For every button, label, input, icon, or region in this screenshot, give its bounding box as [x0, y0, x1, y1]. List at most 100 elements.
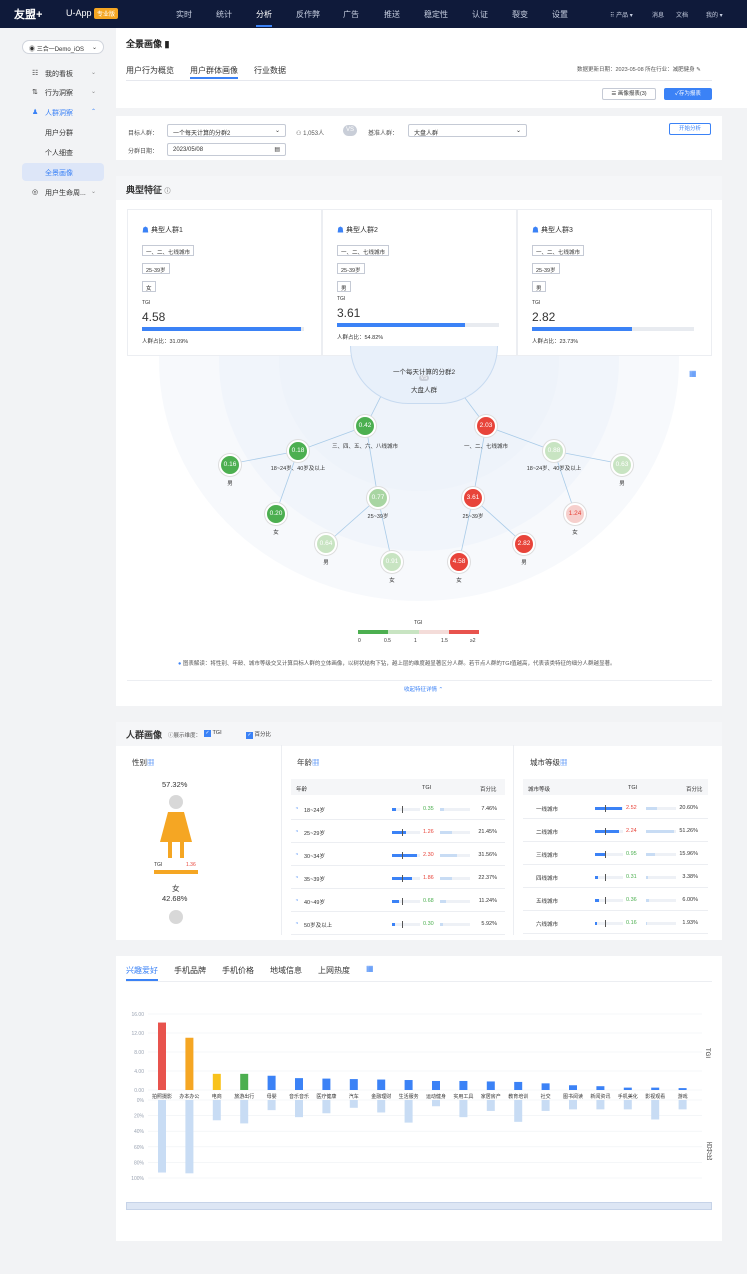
sidebar-item-panorama[interactable]: 全景画像 — [22, 163, 104, 181]
nav-ads[interactable]: 广告 — [343, 10, 359, 19]
tree-node[interactable]: 0.16 — [219, 454, 241, 476]
tree-node[interactable]: 0.63 — [611, 454, 633, 476]
umeng-logo[interactable]: 友盟+ — [14, 9, 43, 21]
tree-node[interactable]: 1.24 — [564, 503, 586, 525]
nav-analysis[interactable]: 分析 — [256, 10, 272, 19]
tree-node[interactable]: 2.03 — [475, 415, 497, 437]
tab-industry-data[interactable]: 行业数据 — [254, 66, 286, 75]
nav-stability[interactable]: 稳定性 — [424, 10, 448, 19]
pct-bar — [646, 853, 655, 856]
bookmark-icon[interactable]: ▮ — [164, 39, 170, 49]
tree-node[interactable]: 0.88 — [543, 440, 565, 462]
pie-icon: ◔ — [295, 806, 299, 812]
group-3-share: 人群占比：23.73% — [532, 339, 579, 345]
percent-checkbox[interactable]: ✓ 百分比 — [246, 732, 272, 739]
tree-node[interactable]: 0.42 — [354, 415, 376, 437]
x-tick-label: 生活服务 — [399, 1093, 419, 1100]
start-analysis-button[interactable]: 开始分析 — [669, 123, 711, 135]
tree-node[interactable]: 0.20 — [265, 503, 287, 525]
row-divider — [523, 910, 708, 911]
x-tick-label: 旅游出行 — [234, 1093, 254, 1100]
group-2-tgi: 3.61 — [337, 306, 361, 320]
table-view-icon[interactable]: ▦ — [366, 964, 374, 973]
base-select[interactable]: 大盘人群 ⌄ — [408, 124, 527, 137]
sidebar-item-behavior[interactable]: ⇅ 行为洞察 ⌄ — [32, 89, 96, 97]
row-tgi: 0.31 — [626, 874, 637, 880]
nav-anticheat[interactable]: 反作弊 — [296, 10, 320, 19]
tree-node[interactable]: 3.61 — [462, 487, 484, 509]
nav-push[interactable]: 推送 — [384, 10, 400, 19]
nav-auth[interactable]: 认证 — [472, 10, 488, 19]
calendar-icon: ▤ — [274, 147, 280, 153]
city-title: 城市等级▦ — [530, 758, 568, 767]
tgi-bar — [392, 854, 417, 857]
pct-bar — [185, 1100, 194, 1174]
chevron-up-icon: ⌃ — [90, 109, 96, 115]
tag-age: 25-39岁 — [142, 263, 170, 274]
nav-realtime[interactable]: 实时 — [176, 10, 192, 19]
tree-node[interactable]: 4.58 — [448, 551, 470, 573]
tgi-bar — [240, 1073, 249, 1090]
tree-node[interactable]: 0.64 — [315, 533, 337, 555]
row-divider — [291, 934, 505, 935]
target-select[interactable]: 一个每天计算的分群2 ⌄ — [167, 124, 286, 137]
sidebar-item-crowd[interactable]: ♟ 人群洞察 ⌃ — [32, 109, 96, 117]
pct-track — [646, 922, 676, 925]
tab-group-portrait[interactable]: 用户群体画像 — [190, 66, 238, 75]
row-label: 四线城市 — [536, 876, 559, 882]
x-tick-label: 家居房产 — [481, 1093, 501, 1100]
group-1-share: 人群占比：31.09% — [142, 339, 189, 345]
portrait-report-button[interactable]: ☰ 画像报表(3) — [602, 88, 656, 100]
col-header: 城市等级 — [528, 787, 551, 793]
tree-node[interactable]: 0.91 — [381, 551, 403, 573]
legend-tick: 0.5 — [384, 638, 391, 644]
docs-link[interactable]: 文档 — [676, 13, 689, 19]
y-tick-pct: 0% — [137, 1098, 145, 1104]
tag-gender: 女 — [142, 281, 156, 292]
tab-region[interactable]: 地域信息 — [270, 966, 302, 975]
pct-bar — [646, 922, 647, 925]
save-report-button[interactable]: ✓存为报表 — [664, 88, 712, 100]
tgi-checkbox[interactable]: ✓ TGI — [204, 730, 222, 737]
tgi-label: TGI — [532, 300, 541, 306]
grid-view-icon[interactable]: ▦ — [689, 369, 697, 378]
node-label: 男 — [521, 560, 527, 566]
tab-interests[interactable]: 兴趣爱好 — [126, 966, 158, 975]
nav-fission[interactable]: 裂变 — [512, 10, 528, 19]
tree-node[interactable]: 2.82 — [513, 533, 535, 555]
nav-settings[interactable]: 设置 — [552, 10, 568, 19]
pct-bar — [646, 899, 649, 902]
x-tick-label: 医疗健康 — [316, 1093, 336, 1100]
sidebar-item-dashboard[interactable]: ☷ 我的看板 ⌄ — [32, 70, 96, 78]
tgi-bar — [569, 1085, 577, 1090]
pct-bar — [514, 1100, 523, 1122]
tab-behavior-overview[interactable]: 用户行为概览 — [126, 66, 174, 75]
x-tick-label: 运动健身 — [426, 1093, 446, 1100]
collapse-details-link[interactable]: 收起特征详情 ⌃ — [404, 687, 444, 693]
pct-track — [646, 899, 676, 902]
divider — [281, 745, 282, 935]
messages-link[interactable]: 消息 — [652, 13, 665, 19]
horizontal-scrollbar[interactable] — [126, 1202, 712, 1210]
x-tick-label: 拍照摄影 — [152, 1093, 172, 1100]
date-picker[interactable]: 2023/05/08 ▤ — [167, 143, 286, 156]
tab-phone-price[interactable]: 手机价格 — [222, 966, 254, 975]
sidebar-item-segments[interactable]: 用户分群 — [45, 130, 73, 137]
sidebar-item-individual[interactable]: 个人细查 — [45, 150, 73, 157]
app-selector[interactable]: ◉ 三合一Demo_iOS ⌄ — [22, 40, 104, 54]
list-icon: ☰ — [611, 91, 617, 97]
gender-figure-icon — [160, 795, 192, 858]
tree-node[interactable]: 0.77 — [367, 487, 389, 509]
table-header — [291, 779, 505, 795]
account-menu[interactable]: 我的 ▾ — [706, 13, 723, 19]
tab-phone-brand[interactable]: 手机品牌 — [174, 966, 206, 975]
info-icon: ● — [178, 661, 182, 667]
tree-node[interactable]: 0.18 — [287, 440, 309, 462]
tab-online-heat[interactable]: 上网热度 — [318, 966, 350, 975]
products-menu[interactable]: ⠿ 产品 ▾ — [610, 13, 633, 19]
group-2-share: 人群占比：54.82% — [337, 335, 384, 341]
baseline-mark — [402, 898, 403, 905]
sidebar-item-lifecycle[interactable]: ◎ 用户生命周... ⌄ — [32, 189, 96, 197]
nav-stats[interactable]: 统计 — [216, 10, 232, 19]
node-label: 18~24岁、40岁及以上 — [526, 466, 582, 472]
